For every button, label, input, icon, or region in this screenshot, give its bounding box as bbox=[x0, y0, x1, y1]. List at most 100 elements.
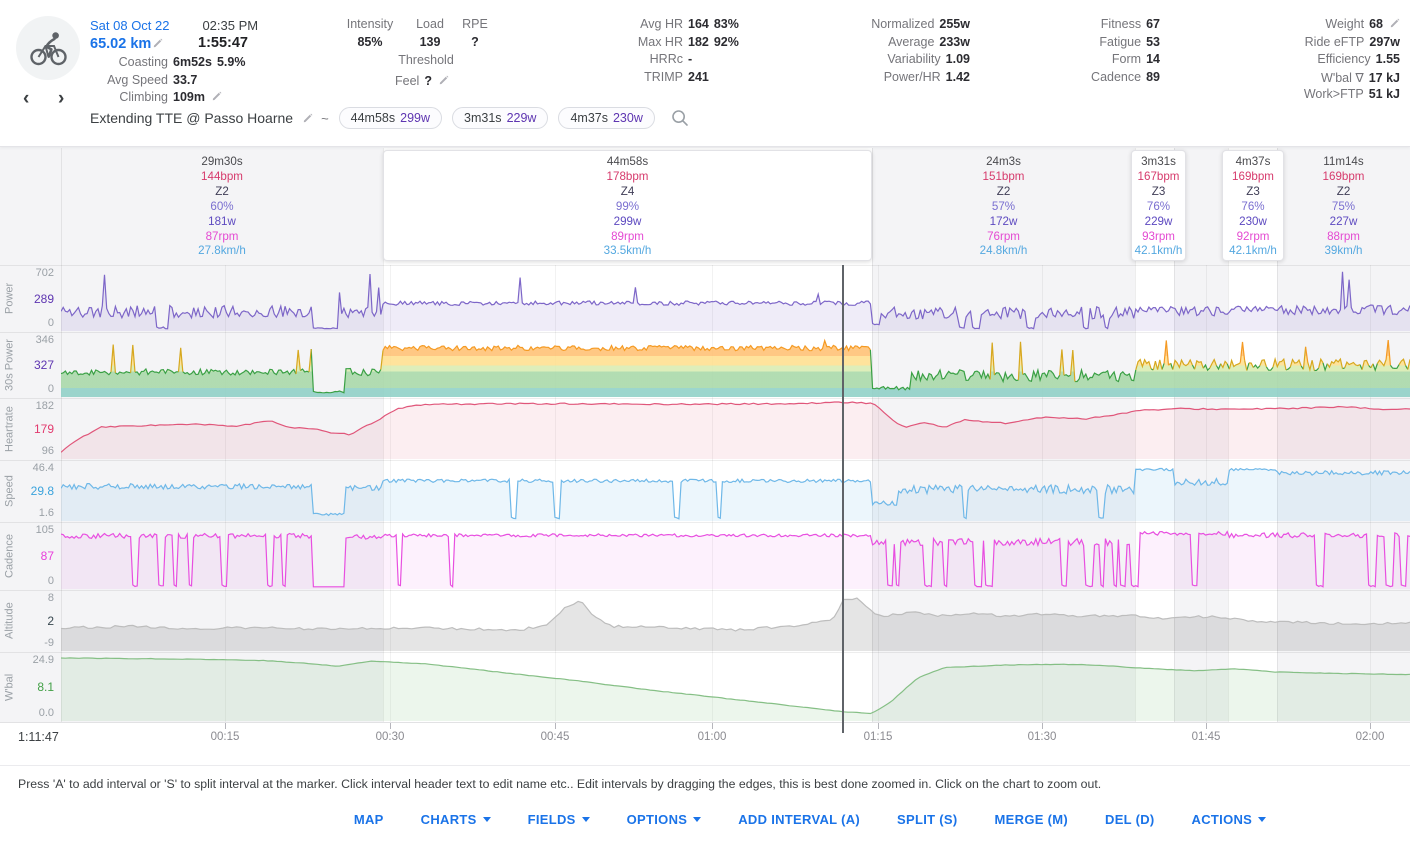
next-activity-button[interactable]: › bbox=[58, 88, 65, 109]
stat-label: TRIMP bbox=[644, 69, 683, 84]
search-icon[interactable] bbox=[671, 109, 689, 127]
stat-label: Average bbox=[888, 34, 935, 49]
time-tick bbox=[878, 723, 879, 729]
chart-cursor-line[interactable] bbox=[842, 265, 844, 733]
activity-date-link[interactable]: Sat 08 Oct 22 bbox=[90, 18, 170, 33]
axis-tick-altitude: 2 bbox=[47, 614, 54, 628]
best-effort-chip-1[interactable]: 44m58s 299w bbox=[338, 107, 443, 129]
axis-tick-speed: 46.4 bbox=[32, 462, 54, 474]
activity-header: ‹ › Sat 08 Oct 22 02:35 PM 65.02 km 1:55… bbox=[0, 0, 1410, 147]
interval-hr: 151bpm bbox=[982, 169, 1025, 183]
interval-header-box-2[interactable] bbox=[383, 150, 872, 261]
interval-header-1[interactable]: 29m30s 144bpm Z2 60% 181w 87rpm 27.8km/h bbox=[157, 155, 287, 259]
best-effort-chip-2[interactable]: 3m31s 229w bbox=[452, 107, 549, 129]
track-separator bbox=[0, 265, 1410, 266]
activity-type-avatar[interactable] bbox=[16, 16, 80, 80]
interval-duration: 24m3s bbox=[986, 155, 1021, 168]
edit-icon[interactable] bbox=[1390, 18, 1400, 28]
interval-intensity: 57% bbox=[991, 199, 1016, 213]
chart-menu: MAP CHARTS FIELDS OPTIONS ADD INTERVAL (A) SP… bbox=[210, 812, 1410, 827]
menu-options[interactable]: OPTIONS bbox=[627, 812, 702, 827]
stat-value: 233w bbox=[939, 34, 970, 49]
rpe-value[interactable]: ? bbox=[471, 35, 479, 49]
distance-value[interactable]: 65.02 km bbox=[90, 36, 152, 52]
interval-edge[interactable] bbox=[1135, 148, 1136, 722]
time-tick-label: 02:00 bbox=[1355, 731, 1385, 743]
stat-row: Power/HR 1.42 bbox=[830, 70, 970, 88]
stat-row: Avg Speed 33.7 bbox=[90, 73, 340, 91]
time-tick bbox=[712, 723, 713, 729]
interval-header-2[interactable]: 44m58s 178bpm Z4 99% 299w 89rpm 33.5km/h bbox=[563, 155, 693, 259]
track-label-cadence: Cadence bbox=[3, 533, 16, 579]
activity-chart[interactable]: 29m30s 144bpm Z2 60% 181w 87rpm 27.8km/h 44m58s… bbox=[0, 147, 1410, 765]
edit-icon[interactable] bbox=[439, 75, 449, 85]
feel-value[interactable]: ? bbox=[424, 74, 432, 88]
interval-header-box-5[interactable] bbox=[1222, 150, 1284, 261]
interval-header-3[interactable]: 24m3s 151bpm Z2 57% 172w 76rpm 24.8km/h bbox=[939, 155, 1069, 259]
axis-tick-power: 289 bbox=[33, 291, 54, 306]
interval-speed: 42.1km/h bbox=[1229, 244, 1277, 258]
prev-activity-button[interactable]: ‹ bbox=[23, 88, 30, 109]
menu-split-s[interactable]: SPLIT (S) bbox=[897, 812, 958, 827]
axis-tick-power30s: 346 bbox=[35, 334, 54, 346]
interval-header-6[interactable]: 11m14s 169bpm Z2 75% 227w 88rpm 39km/h bbox=[1279, 155, 1409, 259]
chevron-down-icon bbox=[482, 817, 491, 822]
interval-edge[interactable] bbox=[1174, 148, 1175, 722]
stat-value: - bbox=[688, 52, 693, 66]
interval-edge[interactable] bbox=[61, 148, 62, 722]
feel-row[interactable]: Feel ? bbox=[395, 74, 528, 92]
stat-label: HRRc bbox=[649, 52, 683, 66]
axis-tick-power30s: 327 bbox=[33, 358, 54, 372]
chip-duration: 3m31s bbox=[464, 111, 502, 125]
stat-label: Avg HR bbox=[640, 17, 683, 31]
interval-edge[interactable] bbox=[872, 148, 873, 722]
edit-icon[interactable] bbox=[212, 91, 222, 101]
track-label-power30s: 30s Power bbox=[3, 339, 16, 391]
menu-add-interval-a[interactable]: ADD INTERVAL (A) bbox=[738, 812, 861, 827]
interval-header-box-4[interactable] bbox=[1131, 150, 1186, 261]
stat-row: Coasting 6m52s 5.9% bbox=[90, 55, 340, 73]
interval-duration: 11m14s bbox=[1323, 155, 1364, 168]
gridline bbox=[225, 265, 226, 722]
activity-title[interactable]: Extending TTE @ Passo Hoarne bbox=[90, 110, 294, 126]
menu-del-d[interactable]: DEL (D) bbox=[1105, 812, 1155, 827]
menu-fields[interactable]: FIELDS bbox=[528, 812, 590, 827]
interval-speed: 33.5km/h bbox=[603, 244, 652, 258]
menu-charts[interactable]: CHARTS bbox=[421, 812, 491, 827]
interval-duration: 4m37s bbox=[1235, 155, 1271, 168]
stat-label: Power/HR bbox=[883, 69, 941, 84]
track-label-power: Power bbox=[3, 282, 16, 315]
interval-cadence: 89rpm bbox=[611, 229, 644, 243]
interval-header-5[interactable]: 4m37s 169bpm Z3 76% 230w 92rpm 42.1km/h bbox=[1188, 155, 1318, 259]
axis-tick-altitude: 8 bbox=[47, 592, 54, 604]
axis-tick-power30s: 0 bbox=[47, 383, 54, 395]
menu-actions[interactable]: ACTIONS bbox=[1192, 812, 1267, 827]
interval-cadence: 88rpm bbox=[1327, 229, 1360, 243]
interval-edge[interactable] bbox=[1228, 148, 1229, 722]
gridline bbox=[390, 265, 391, 722]
best-effort-chip-3[interactable]: 4m37s 230w bbox=[558, 107, 655, 129]
stat-value: 6m52s bbox=[173, 55, 212, 69]
track-label-altitude: Altitude bbox=[3, 602, 16, 640]
time-tick-label: 01:30 bbox=[1027, 731, 1057, 743]
activity-title-row: Extending TTE @ Passo Hoarne ~ 44m58s 299… bbox=[90, 107, 689, 129]
time-tick bbox=[1206, 723, 1207, 729]
stat-value: 53 bbox=[1146, 34, 1160, 49]
stat-label: Weight bbox=[1325, 17, 1365, 31]
load-value[interactable]: 139 bbox=[419, 35, 441, 49]
interval-header-4[interactable]: 3m31s 167bpm Z3 76% 229w 93rpm 42.1km/h bbox=[1094, 155, 1224, 259]
interval-edge[interactable] bbox=[383, 148, 384, 722]
time-tick bbox=[1042, 723, 1043, 729]
edit-icon[interactable] bbox=[303, 113, 313, 123]
summary-block: Sat 08 Oct 22 02:35 PM 65.02 km 1:55:47 … bbox=[90, 17, 340, 108]
menu-map[interactable]: MAP bbox=[353, 812, 384, 827]
stat-row: TRIMP 241 bbox=[605, 70, 773, 88]
menu-merge-m[interactable]: MERGE (M) bbox=[994, 812, 1069, 827]
time-tick-label: 01:45 bbox=[1191, 731, 1221, 743]
track-separator bbox=[0, 722, 1410, 723]
interval-edge[interactable] bbox=[1277, 148, 1278, 722]
chart-footer: Press 'A' to add interval or 'S' to spli… bbox=[0, 765, 1410, 850]
edit-icon[interactable] bbox=[153, 38, 163, 48]
stat-row: Ride eFTP 297w bbox=[1242, 35, 1400, 53]
